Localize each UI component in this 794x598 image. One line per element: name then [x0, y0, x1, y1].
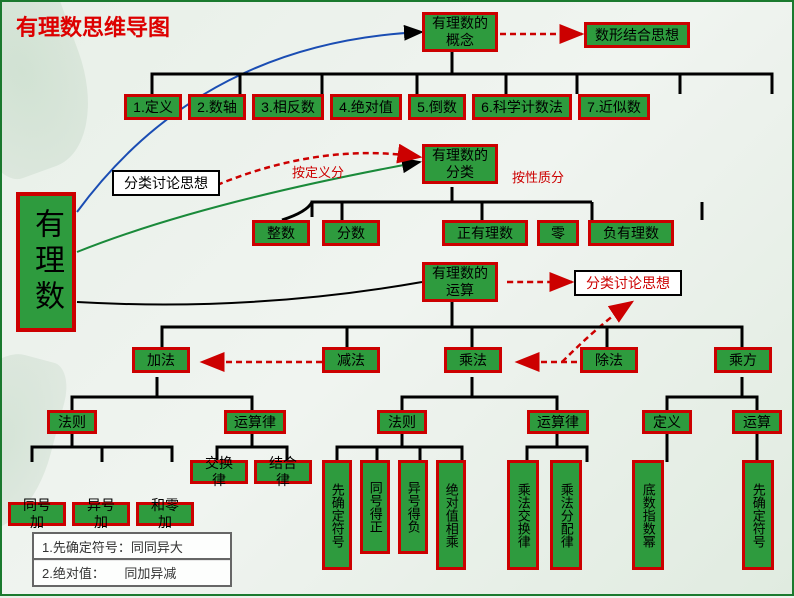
concept-node: 有理数的概念: [422, 12, 498, 52]
operate-idea: 分类讨论思想: [574, 270, 682, 296]
by-prop-0: 正有理数: [442, 220, 528, 246]
add-law-0: 交换律: [190, 460, 248, 484]
mul-r-0: 先确定符号: [322, 460, 352, 570]
concept-c4: 5.倒数: [408, 94, 466, 120]
operate-node: 有理数的运算: [422, 262, 498, 302]
op-2: 乘法: [444, 347, 502, 373]
mul-r-3: 绝对值相乘: [436, 460, 466, 570]
pow-def: 定义: [642, 410, 692, 434]
pow-1: 先确定符号: [742, 460, 774, 570]
concept-c3: 4.绝对值: [330, 94, 402, 120]
by-def-label: 按定义分: [292, 162, 344, 181]
concept-c2: 3.相反数: [252, 94, 324, 120]
add-rule: 法则: [47, 410, 97, 434]
mul-l-0: 乘法交换律: [507, 460, 539, 570]
op-3: 除法: [580, 347, 638, 373]
by-def-1: 分数: [322, 220, 380, 246]
pow-0: 底数指数幂: [632, 460, 664, 570]
add-note-1: 2.绝对值： 同加异减: [32, 558, 232, 587]
add-law: 运算律: [224, 410, 286, 434]
by-prop-1: 零: [537, 220, 579, 246]
concept-c6: 7.近似数: [578, 94, 650, 120]
add-rule-1: 异号加: [72, 502, 130, 526]
add-note-0: 1.先确定符号：同同异大: [32, 532, 232, 561]
mul-rule: 法则: [377, 410, 427, 434]
op-1: 减法: [322, 347, 380, 373]
root-node: 有理数: [16, 192, 76, 332]
mul-r-1: 同号得正: [360, 460, 390, 554]
concept-c0: 1.定义: [124, 94, 182, 120]
pow-op: 运算: [732, 410, 782, 434]
add-rule-2: 和零加: [136, 502, 194, 526]
by-def-0: 整数: [252, 220, 310, 246]
op-0: 加法: [132, 347, 190, 373]
by-prop-2: 负有理数: [588, 220, 674, 246]
op-4: 乘方: [714, 347, 772, 373]
concept-idea: 数形结合思想: [584, 22, 690, 48]
add-law-1: 结合律: [254, 460, 312, 484]
concept-c5: 6.科学计数法: [472, 94, 572, 120]
page-title: 有理数思维导图: [16, 10, 170, 42]
mul-law: 运算律: [527, 410, 589, 434]
mul-r-2: 异号得负: [398, 460, 428, 554]
add-rule-0: 同号加: [8, 502, 66, 526]
concept-c1: 2.数轴: [188, 94, 246, 120]
classify-idea-box: 分类讨论思想: [112, 170, 220, 196]
by-prop-label: 按性质分: [512, 167, 564, 186]
classify-node: 有理数的分类: [422, 144, 498, 184]
mul-l-1: 乘法分配律: [550, 460, 582, 570]
